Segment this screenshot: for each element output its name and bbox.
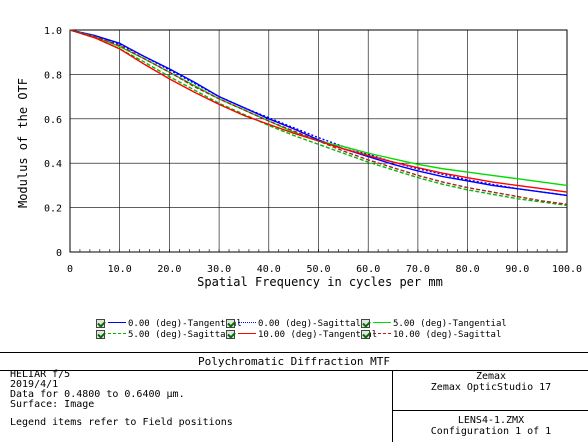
legend-swatch	[373, 333, 391, 334]
y-tick-label: 0	[56, 248, 62, 259]
legend-label: 5.00 (deg)-Tangential	[393, 319, 507, 329]
legend-swatch	[108, 333, 126, 334]
checkbox-icon[interactable]	[96, 330, 105, 339]
configuration-label: Configuration 1 of 1	[430, 426, 552, 437]
info-panel: Polychromatic Diffraction MTF HELIAR f/5…	[0, 352, 588, 442]
x-axis-label: Spatial Frequency in cycles per mm	[197, 275, 443, 289]
analysis-title: Polychromatic Diffraction MTF	[0, 353, 588, 371]
x-tick-label: 100.0	[552, 264, 582, 275]
y-tick-label: 0.2	[44, 204, 62, 215]
file-name: LENS4-1.ZMX	[457, 415, 525, 426]
legend-label: 10.00 (deg)-Tangential	[258, 330, 378, 340]
software-info: Zemax Zemax OpticStudio 17 LENS4-1.ZMX C…	[392, 370, 588, 442]
legend-item[interactable]: 5.00 (deg)-Sagittal	[96, 330, 231, 341]
software-block: Zemax Zemax OpticStudio 17	[393, 370, 588, 411]
legend-item[interactable]: 0.00 (deg)-Tangential	[96, 319, 242, 330]
legend-item[interactable]: 0.00 (deg)-Sagittal	[226, 319, 361, 330]
legend-swatch	[238, 333, 256, 334]
checkbox-icon[interactable]	[226, 330, 235, 339]
y-tick-label: 0.8	[44, 70, 62, 81]
legend-label: 0.00 (deg)-Tangential	[128, 319, 242, 329]
x-tick-label: 20.0	[157, 264, 181, 275]
checkbox-icon[interactable]	[361, 330, 370, 339]
legend-item[interactable]: 5.00 (deg)-Tangential	[361, 319, 507, 330]
x-tick-label: 10.0	[108, 264, 132, 275]
legend-label: 5.00 (deg)-Sagittal	[128, 330, 231, 340]
checkbox-icon[interactable]	[361, 319, 370, 328]
wavelength-range: Data for 0.4800 to 0.6400 µm.	[10, 389, 185, 400]
company-name: Zemax	[475, 371, 507, 382]
series-line	[69, 29, 568, 205]
x-tick-label: 80.0	[456, 264, 480, 275]
legend-note: Legend items refer to Field positions	[10, 417, 233, 428]
x-tick-label: 50.0	[306, 264, 330, 275]
legend-swatch	[373, 322, 391, 323]
x-tick-label: 90.0	[505, 264, 529, 275]
y-tick-label: 1.0	[44, 26, 62, 37]
x-tick-label: 40.0	[257, 264, 281, 275]
x-tick-label: 0	[67, 264, 73, 275]
legend-label: 10.00 (deg)-Sagittal	[393, 330, 502, 340]
y-tick-label: 0.4	[44, 159, 62, 170]
legend-swatch	[238, 322, 256, 323]
legend-swatch	[108, 322, 126, 323]
legend-label: 0.00 (deg)-Sagittal	[258, 319, 361, 329]
legend-item[interactable]: 10.00 (deg)-Sagittal	[361, 330, 501, 341]
series-line	[69, 29, 568, 197]
checkbox-icon[interactable]	[96, 319, 105, 328]
series-line	[69, 29, 568, 207]
y-axis-label: Modulus of the OTF	[16, 78, 30, 208]
legend-item[interactable]: 10.00 (deg)-Tangential	[226, 330, 377, 341]
mtf-chart: 0 10.0 20.0 30.0 40.0 50.0 60.0 70.0 80.0 90.0 100…	[16, 26, 582, 289]
surface-label: Surface: Image	[10, 399, 95, 410]
file-block: LENS4-1.ZMX Configuration 1 of 1	[393, 410, 588, 442]
lens-info: HELIAR f/5 2019/4/1 Data for 0.4800 to 0…	[10, 370, 185, 410]
x-tick-label: 70.0	[406, 264, 430, 275]
x-tick-label: 60.0	[356, 264, 380, 275]
checkbox-icon[interactable]	[226, 319, 235, 328]
chart-legend: 0.00 (deg)-Tangential 0.00 (deg)-Sagitta…	[96, 319, 516, 343]
product-name: Zemax OpticStudio 17	[430, 382, 552, 393]
analysis-date: 2019/4/1	[10, 379, 59, 390]
y-tick-label: 0.6	[44, 115, 62, 126]
lens-name: HELIAR f/5	[10, 369, 71, 380]
x-tick-label: 30.0	[207, 264, 231, 275]
